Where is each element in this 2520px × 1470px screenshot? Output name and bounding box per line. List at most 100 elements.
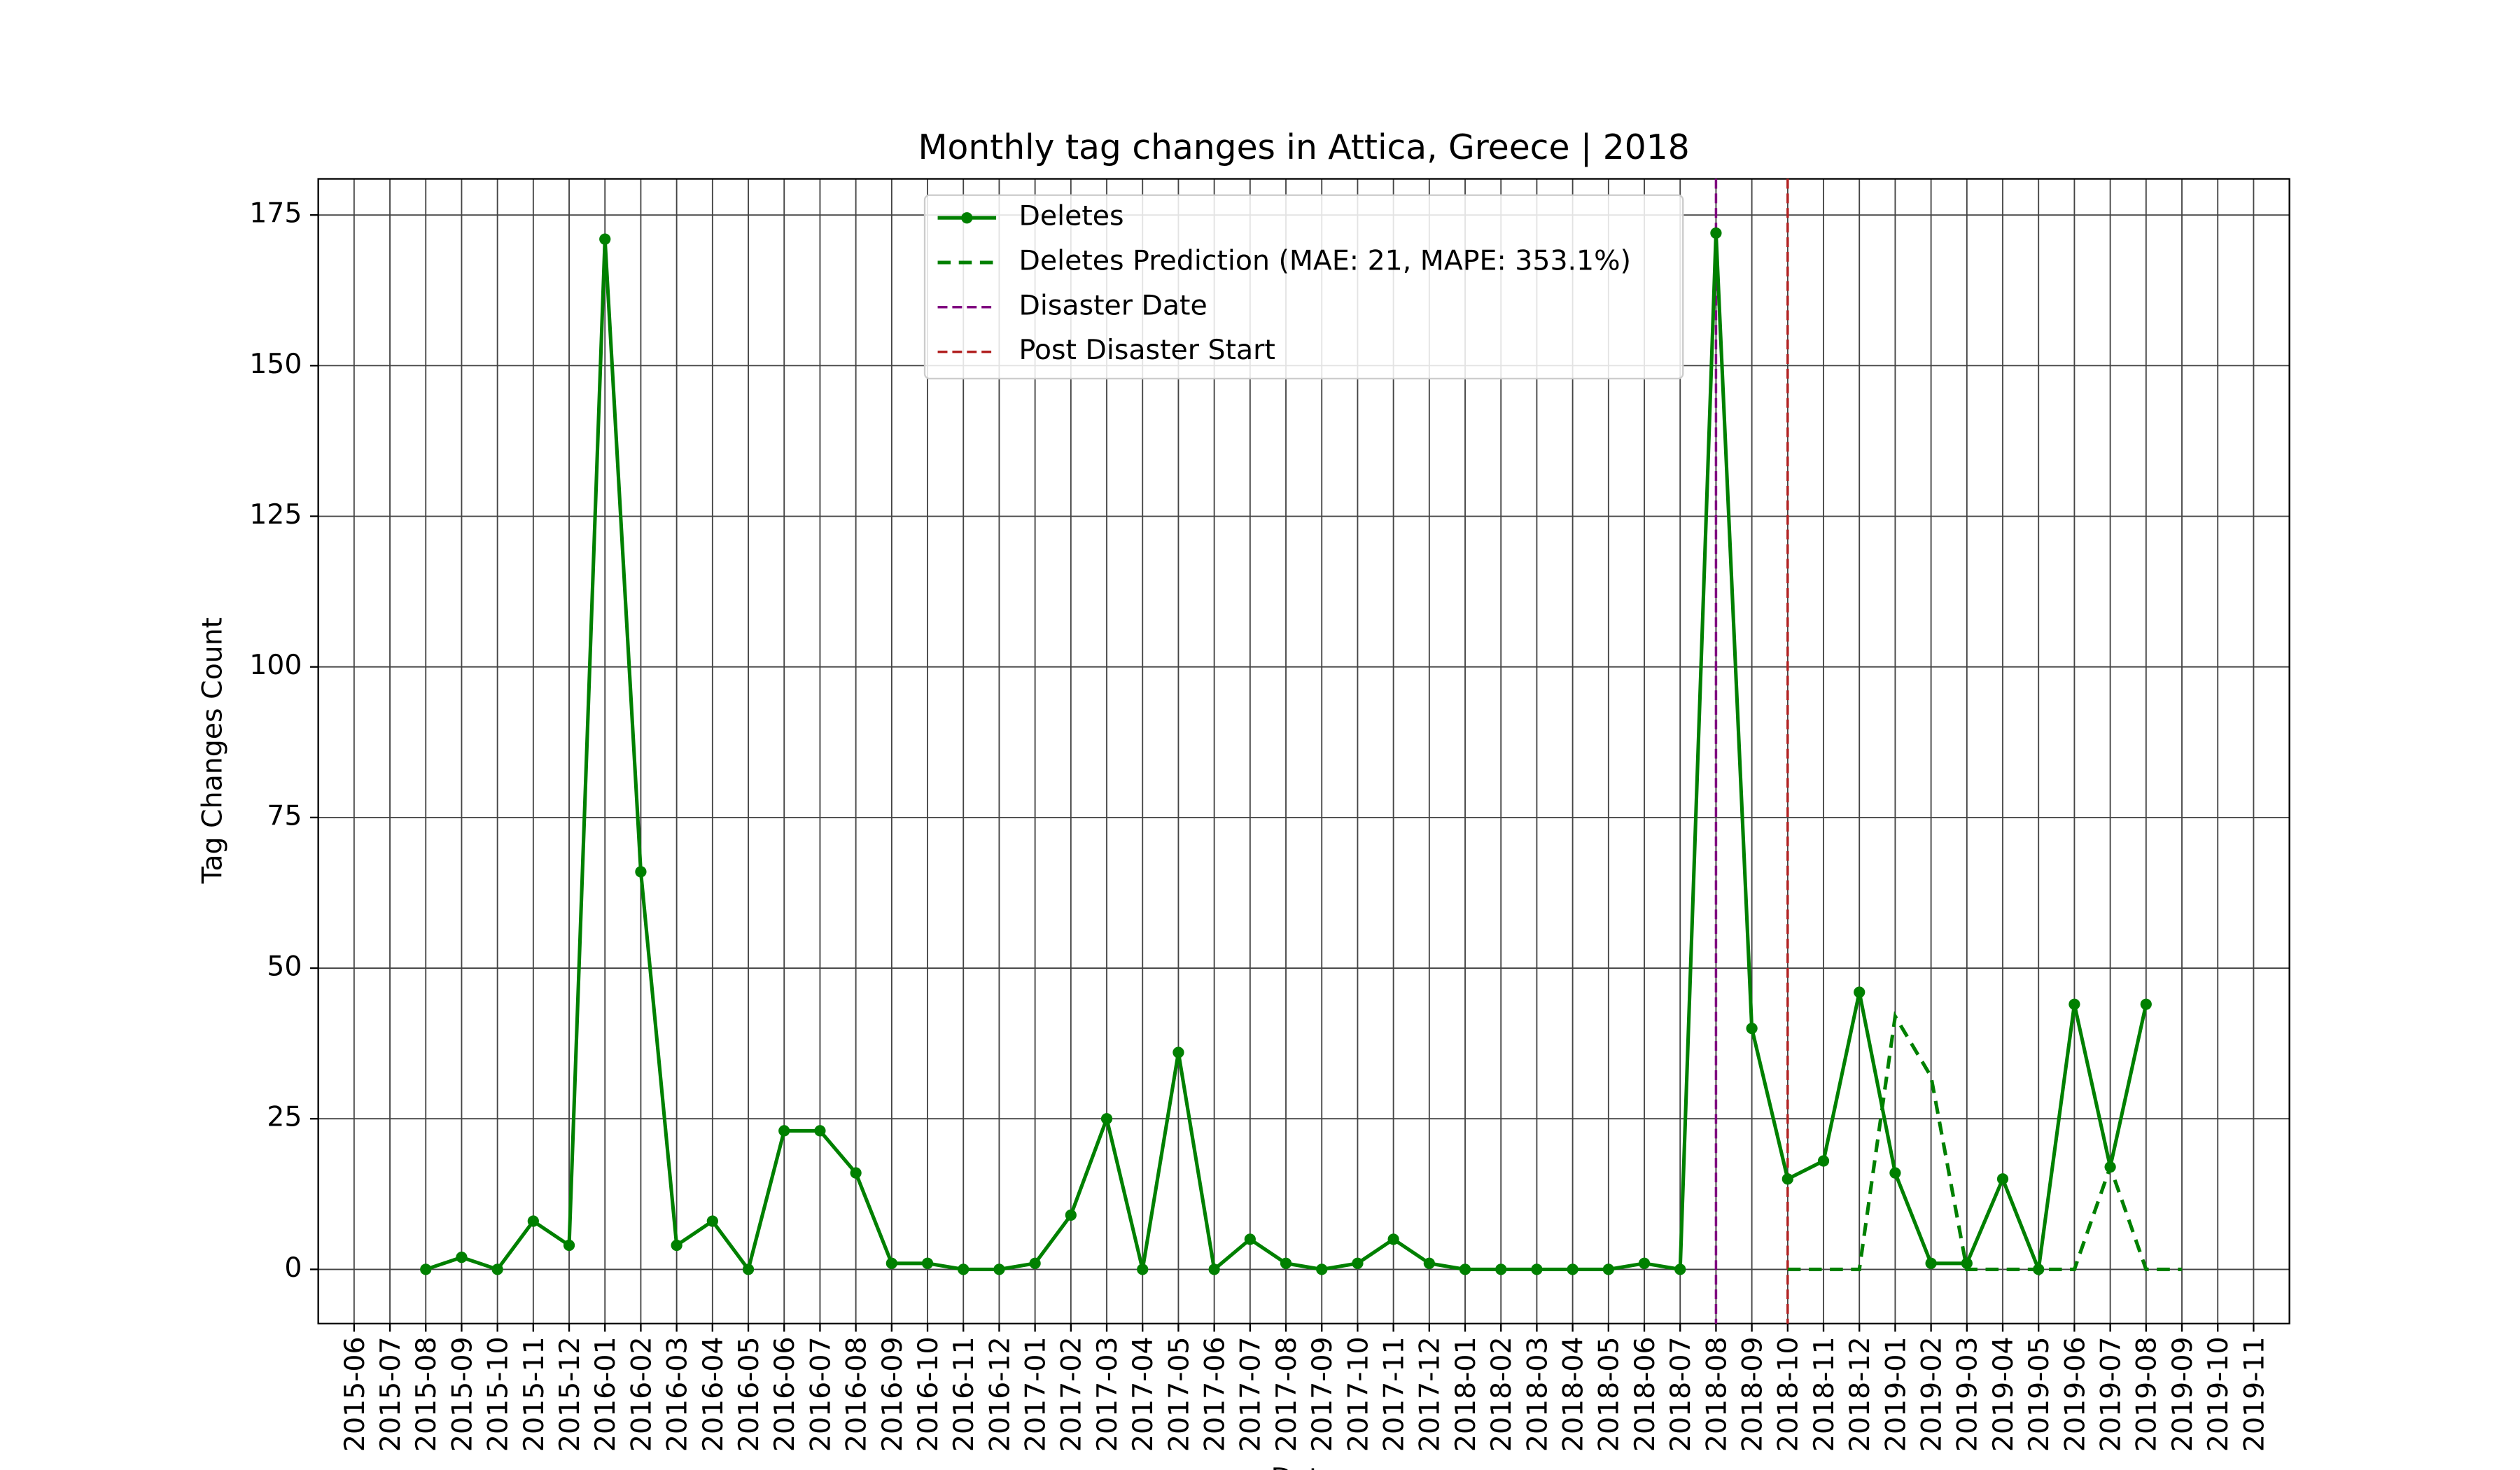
x-tick-label: 2016-12 <box>983 1336 1016 1452</box>
legend-label: Deletes Prediction (MAE: 21, MAPE: 353.1… <box>1019 245 1631 277</box>
x-tick-label: 2019-10 <box>2202 1336 2234 1452</box>
x-tick-label: 2018-06 <box>1629 1336 1661 1452</box>
point <box>1137 1264 1149 1275</box>
x-tick-label: 2017-12 <box>1414 1336 1446 1452</box>
x-tick-label: 2015-07 <box>374 1336 407 1452</box>
legend-box <box>923 194 1684 380</box>
x-tick-label: 2018-08 <box>1700 1336 1732 1452</box>
point <box>1495 1264 1507 1275</box>
point <box>1925 1257 1937 1269</box>
point <box>1889 1167 1901 1179</box>
x-tick-label: 2016-11 <box>948 1336 980 1452</box>
point <box>1423 1257 1435 1269</box>
point <box>1531 1264 1543 1275</box>
point <box>1316 1264 1328 1275</box>
x-tick-label: 2015-10 <box>482 1336 514 1452</box>
x-tick-label: 2019-06 <box>2059 1336 2091 1452</box>
y-tick-label: 175 <box>249 197 302 230</box>
x-tick-label: 2018-05 <box>1593 1336 1625 1452</box>
y-tick-label: 125 <box>249 498 302 531</box>
point <box>1602 1264 1614 1275</box>
point <box>1352 1257 1364 1269</box>
point <box>1244 1233 1256 1245</box>
point <box>1208 1264 1220 1275</box>
point <box>1172 1046 1184 1058</box>
legend-marker <box>961 212 973 224</box>
legend-label: Deletes <box>1019 200 1124 232</box>
x-tick-label: 2015-11 <box>518 1336 550 1452</box>
point <box>886 1257 897 1269</box>
x-tick-label: 2017-03 <box>1091 1336 1124 1452</box>
y-axis-label: Tag Changes Count <box>197 617 229 884</box>
x-tick-label: 2015-12 <box>554 1336 586 1452</box>
point <box>993 1264 1005 1275</box>
x-tick-label: 2017-08 <box>1270 1336 1303 1452</box>
x-tick-label: 2018-04 <box>1558 1336 1590 1452</box>
point <box>635 866 647 878</box>
plot-frame <box>317 178 2290 1325</box>
point <box>1710 227 1722 239</box>
x-tick-label: 2015-08 <box>410 1336 442 1452</box>
x-tick-label: 2016-01 <box>589 1336 622 1452</box>
series-line <box>1787 1011 2183 1271</box>
point <box>1387 1233 1399 1245</box>
point <box>814 1125 826 1137</box>
x-tick-label: 2018-02 <box>1485 1336 1518 1452</box>
x-tick-label: 2018-01 <box>1450 1336 1482 1452</box>
x-tick-label: 2017-05 <box>1163 1336 1195 1452</box>
x-tick-label: 2015-06 <box>339 1336 371 1452</box>
point <box>2140 998 2152 1010</box>
x-tick-label: 2019-07 <box>2095 1336 2127 1452</box>
x-tick-label: 2019-08 <box>2131 1336 2163 1452</box>
point <box>778 1125 790 1137</box>
x-tick-label: 2017-06 <box>1199 1336 1231 1452</box>
x-tick-label: 2017-10 <box>1342 1336 1374 1452</box>
x-tick-label: 2016-02 <box>625 1336 657 1452</box>
x-tick-label: 2018-09 <box>1737 1336 1769 1452</box>
point <box>1961 1257 1973 1269</box>
x-tick-label: 2016-08 <box>841 1336 873 1452</box>
point <box>742 1264 755 1275</box>
x-tick-label: 2018-07 <box>1665 1336 1697 1452</box>
x-tick-label: 2016-10 <box>912 1336 944 1452</box>
point <box>1280 1257 1292 1269</box>
x-tick-label: 2017-01 <box>1020 1336 1052 1452</box>
x-tick-label: 2017-09 <box>1306 1336 1338 1452</box>
x-tick-label: 2019-09 <box>2166 1336 2199 1452</box>
x-tick-label: 2017-07 <box>1235 1336 1267 1452</box>
legend-label: Disaster Date <box>1019 289 1208 321</box>
point <box>1567 1264 1578 1275</box>
y-tick-label: 75 <box>267 799 302 832</box>
y-tick-label: 0 <box>284 1252 302 1284</box>
point <box>527 1215 539 1227</box>
x-tick-label: 2017-04 <box>1127 1336 1159 1452</box>
point <box>456 1252 468 1264</box>
x-tick-label: 2019-02 <box>1916 1336 1948 1452</box>
x-tick-label: 2018-10 <box>1772 1336 1805 1452</box>
x-tick-label: 2019-05 <box>2023 1336 2055 1452</box>
chart-title: Monthly tag changes in Attica, Greece | … <box>918 128 1690 167</box>
point <box>1100 1113 1113 1125</box>
point <box>706 1215 718 1227</box>
x-tick-label: 2018-11 <box>1808 1336 1840 1452</box>
x-tick-label: 2018-12 <box>1844 1336 1876 1452</box>
x-tick-label: 2018-03 <box>1521 1336 1553 1452</box>
point <box>1638 1257 1651 1269</box>
x-tick-label: 2016-06 <box>769 1336 801 1452</box>
point <box>1029 1257 1041 1269</box>
y-tick-label: 150 <box>249 348 302 380</box>
y-tick-label: 100 <box>249 649 302 681</box>
legend-label: Post Disaster Start <box>1019 334 1275 366</box>
x-tick-label: 2017-11 <box>1378 1336 1410 1452</box>
x-tick-label: 2019-03 <box>1952 1336 1984 1452</box>
x-tick-label: 2017-02 <box>1056 1336 1088 1452</box>
point <box>671 1239 682 1252</box>
point <box>1674 1264 1686 1275</box>
x-tick-label: 2016-03 <box>662 1336 694 1452</box>
point <box>850 1167 862 1179</box>
x-tick-label: 2016-07 <box>804 1336 836 1452</box>
point <box>1854 986 1865 998</box>
point <box>1996 1173 2009 1185</box>
